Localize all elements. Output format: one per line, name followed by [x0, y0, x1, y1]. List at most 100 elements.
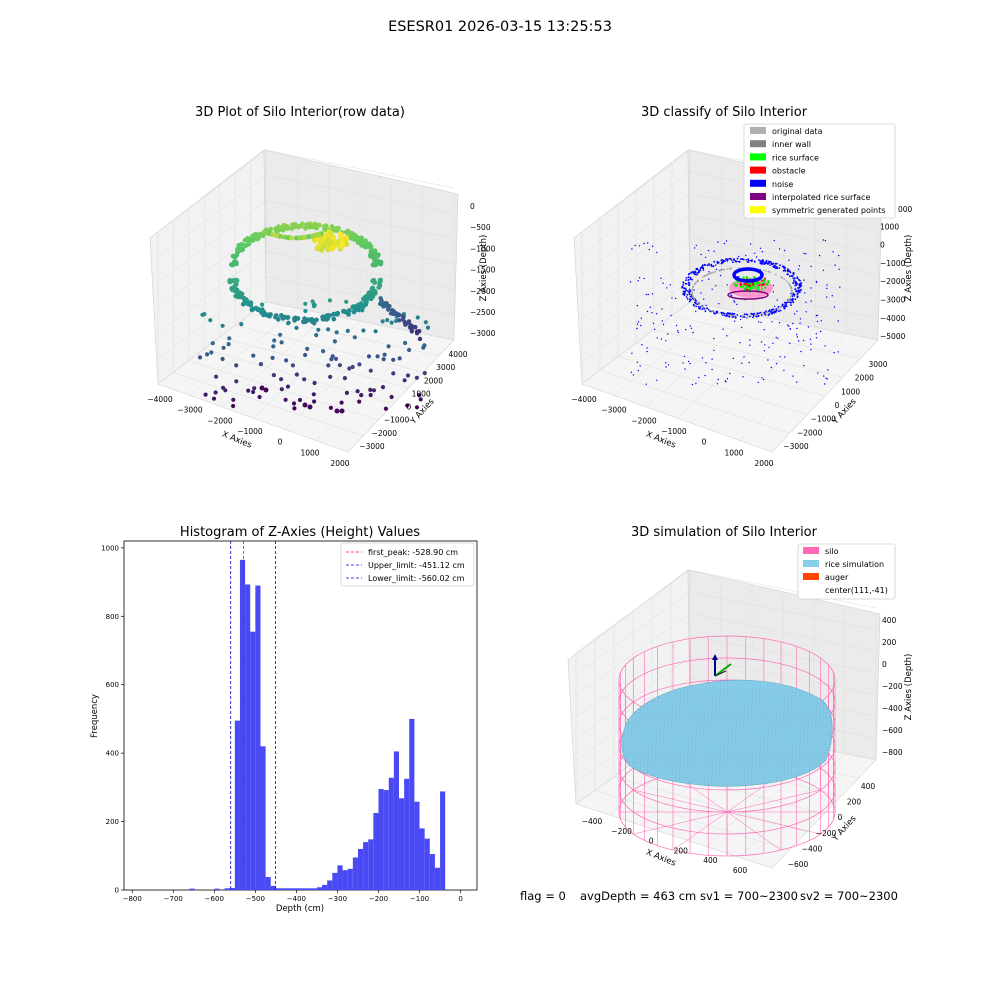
classify-noise-point	[776, 267, 779, 270]
classify-noise-point	[794, 280, 797, 283]
raw-point	[259, 385, 265, 391]
raw-point	[263, 387, 269, 393]
classify-z-tick: −4000	[880, 314, 906, 323]
simulation-legend-items: silo rice simulation auger center(111,-41)	[803, 547, 888, 595]
classify-noise-point	[818, 254, 821, 257]
raw-point	[378, 296, 383, 301]
classify-noise-point	[713, 260, 716, 263]
grid-line	[689, 569, 877, 609]
raw-point	[377, 281, 382, 287]
classify-noise-point	[772, 284, 775, 287]
simulation-y-tick: 0	[838, 813, 843, 822]
histogram-y-label: Frequency	[90, 694, 100, 738]
classify-noise-point	[772, 265, 775, 268]
classify-noise-point	[767, 310, 770, 313]
classify-noise-point	[810, 287, 812, 289]
classify-z-tick: −3000	[880, 296, 906, 305]
raw-point	[376, 285, 382, 290]
rice-mesh-line	[732, 680, 739, 787]
classify-noise-point	[688, 360, 690, 363]
histogram-bar	[291, 888, 297, 890]
classify-noise-point	[686, 298, 689, 300]
raw-point	[388, 311, 394, 316]
raw-x-tick: 2000	[330, 459, 349, 468]
classify-noise-point	[728, 312, 730, 314]
classify-noise-point	[689, 299, 692, 302]
raw-point	[343, 237, 349, 243]
classify-noise-point	[638, 277, 641, 279]
classify-noise-point	[656, 379, 658, 381]
classify-noise-point	[693, 289, 695, 291]
classify-x-tick: 0	[702, 438, 707, 447]
classify-noise-point	[640, 317, 642, 319]
raw-point	[274, 229, 280, 235]
rice-mesh-line	[678, 680, 685, 787]
classify-noise-point	[815, 333, 817, 335]
classify-noise-point	[685, 279, 687, 281]
classify-noise-point	[793, 277, 796, 280]
grid-line	[189, 308, 298, 396]
raw-point	[281, 222, 287, 228]
rice-mesh-line	[685, 680, 693, 787]
raw-point	[318, 238, 324, 244]
classify-noise-point	[733, 312, 736, 315]
classify-y-tick: 2000	[855, 374, 874, 383]
raw-point	[303, 352, 308, 358]
raw-point	[226, 342, 231, 347]
raw-point	[213, 390, 218, 395]
classify-original-point	[762, 313, 764, 315]
classify-noise-point	[729, 257, 732, 260]
classify-noise-point	[762, 378, 765, 381]
grid-line	[581, 258, 691, 341]
classify-noise-point	[752, 316, 754, 319]
classify-noise-point	[686, 293, 689, 296]
classify-noise-point	[755, 256, 758, 258]
classify-original-point	[696, 280, 698, 283]
rice-mesh-line	[761, 680, 768, 787]
raw-point	[375, 258, 381, 264]
classify-legend-swatch	[750, 127, 766, 134]
raw-point	[373, 329, 378, 334]
raw-point	[257, 394, 262, 400]
classify-noise-point	[757, 381, 759, 384]
grid-line	[157, 200, 267, 283]
raw-point	[314, 333, 319, 338]
raw-point	[203, 392, 208, 397]
classify-noise-point	[726, 312, 729, 315]
raw-y-label: Y Axies	[408, 396, 437, 427]
classify-noise-point	[690, 272, 692, 275]
classify-noise-point	[691, 271, 693, 274]
grid-line	[581, 301, 691, 385]
raw-point	[331, 235, 337, 241]
footer-avg-depth: avgDepth = 463 cm	[580, 889, 696, 903]
raw-point	[333, 356, 339, 361]
classify-noise-point	[736, 314, 739, 316]
grid-line	[689, 634, 877, 674]
classify-noise-point	[683, 355, 686, 358]
classify-noise-point	[738, 276, 740, 278]
classify-original-point	[703, 275, 705, 278]
raw-point	[291, 401, 297, 406]
raw-point	[242, 300, 248, 306]
raw-z-tick: −2500	[470, 308, 496, 317]
classify-rice-surface-point	[733, 282, 736, 285]
classify-noise-point	[646, 350, 648, 353]
classify-noise-point	[787, 324, 789, 326]
histogram-bar	[296, 888, 302, 890]
raw-point	[250, 234, 255, 240]
classify-obstacle-point	[739, 283, 742, 286]
raw-point	[229, 287, 235, 293]
classify-noise-point	[693, 301, 696, 304]
rice-mesh-line	[721, 680, 729, 787]
classify-noise-point	[632, 374, 635, 376]
silo-spoke	[633, 789, 728, 813]
raw-point	[347, 366, 352, 371]
classify-noise-point	[798, 278, 800, 281]
raw-point	[339, 400, 344, 405]
classify-noise-point	[763, 350, 766, 352]
grid-line	[613, 776, 807, 833]
raw-point	[303, 308, 308, 314]
raw-point	[323, 223, 329, 229]
histogram-legend-label: first_peak: -528.90 cm	[368, 548, 458, 557]
raw-point	[271, 344, 276, 349]
